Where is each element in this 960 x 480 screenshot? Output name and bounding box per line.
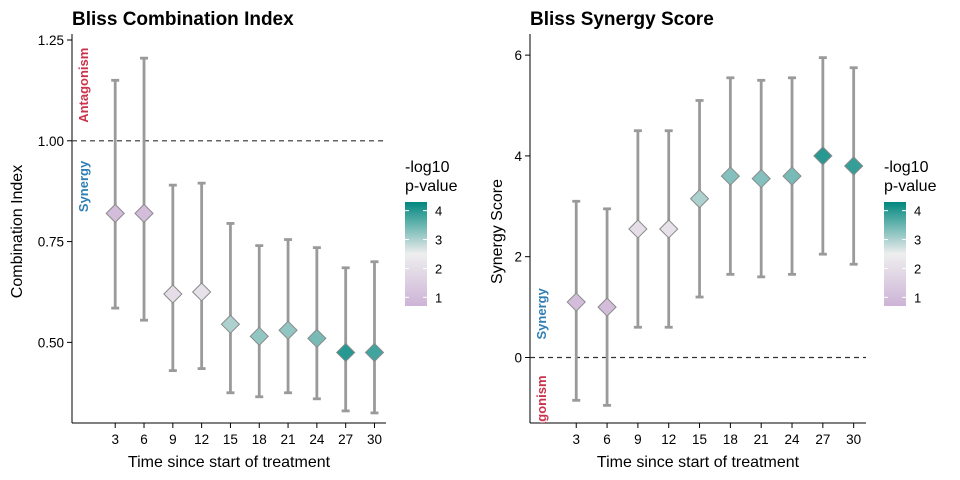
legend-tick-label: 2 [435,261,442,276]
x-tick-label: 18 [723,432,738,447]
legend-tick-label: 3 [435,233,442,248]
y-tick-label: 1.25 [38,33,64,48]
legend-title-line1: -log10 [405,159,450,176]
region-annotations: Synergy Antagonism [534,287,549,450]
x-tick-label: 18 [252,432,267,447]
data-point [134,203,154,224]
data-point [278,320,298,340]
x-tick-label: 9 [169,432,177,447]
x-tick-label: 30 [846,432,861,447]
data-point [105,203,125,224]
data-point [249,326,269,347]
color-legend: -log10 p-value 1 2 3 4 [884,159,937,306]
data-point [659,219,679,239]
legend-title-line2: p-value [405,178,458,195]
legend-title-line1: -log10 [884,159,929,176]
x-tick-label: 24 [785,432,801,447]
data-point [163,284,183,304]
x-tick-label: 27 [338,432,353,447]
region-label-synergy: Synergy [534,287,549,339]
data-point [307,328,327,349]
x-axis-title: Time since start of treatment [597,454,800,471]
data-point [751,168,771,189]
data-point [720,166,741,186]
data-point [782,166,802,186]
data-point [843,156,864,176]
x-tick-label: 15 [223,432,238,447]
x-tick-label: 21 [754,432,769,447]
y-tick-label: 2 [514,250,522,265]
y-axis-title: Combination Index [9,165,26,298]
data-point [597,297,617,317]
legend-tick-label: 2 [914,261,921,276]
data-point [335,342,356,363]
x-tick-label: 9 [634,432,642,447]
x-axis-title: Time since start of treatment [128,454,331,471]
region-annotations: Antagonism Synergy [76,48,91,212]
panel-1: Bliss Combination Index 0.50 0.75 1.00 1.25 3… [9,9,458,471]
y-tick-label: 6 [514,48,522,63]
x-tick-label: 21 [281,432,296,447]
x-tick-label: 6 [140,432,148,447]
region-label-antagonism: Antagonism [76,48,91,123]
x-tick-label: 3 [111,432,119,447]
legend-colorbar [405,202,427,306]
legend-tick-label: 3 [914,233,921,248]
legend-tick-label: 4 [914,204,921,219]
chart-title: Bliss Synergy Score [530,9,714,30]
data-point [220,314,241,334]
y-tick-label: 4 [514,149,522,164]
color-legend: -log10 p-value 1 2 3 4 [405,159,458,306]
chart-title: Bliss Combination Index [72,9,294,30]
data-point [364,342,385,363]
data-point [628,219,648,239]
y-tick-label: 0.50 [38,335,64,350]
x-tick-label: 12 [194,432,209,447]
y-tick-label: 0.75 [38,235,64,250]
legend-tick-label: 1 [914,290,921,305]
x-tick-label: 30 [367,432,382,447]
legend-tick-label: 1 [435,290,442,305]
legend-tick-label: 4 [435,204,442,219]
x-tick-label: 15 [692,432,707,447]
x-tick-label: 12 [661,432,676,447]
x-tick-label: 27 [815,432,830,447]
data-point [191,282,212,302]
y-axis-title: Synergy Score [489,179,506,284]
data-point [566,292,586,312]
data-point [689,189,710,209]
region-label-synergy: Synergy [76,160,91,212]
region-label-antagonism: Antagonism [534,375,549,450]
x-tick-label: 24 [309,432,325,447]
legend-colorbar [884,202,906,306]
y-tick-label: 0 [514,350,522,365]
legend-title-line2: p-value [884,178,937,195]
x-tick-label: 6 [603,432,611,447]
x-tick-label: 3 [572,432,580,447]
y-tick-label: 1.00 [38,134,64,149]
data-point [813,146,833,166]
